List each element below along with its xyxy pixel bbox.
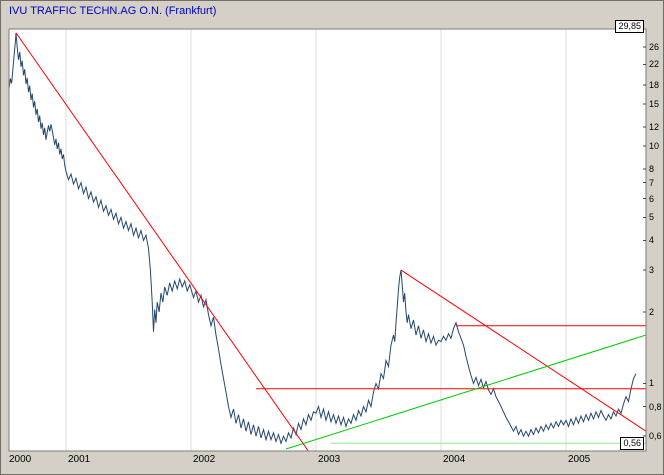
y-axis-label: 0,8 — [649, 402, 662, 412]
uptrend-line — [285, 334, 646, 450]
x-axis-label: 2000 — [9, 454, 32, 465]
chart-title: IVU TRAFFIC TECHN.AG O.N. (Frankfurt) — [9, 5, 217, 17]
y-axis-label: 22 — [649, 59, 660, 69]
x-axis-label: 2001 — [68, 454, 91, 465]
high-price-marker: 29,85 — [615, 20, 644, 33]
x-axis-label: 2002 — [193, 454, 216, 465]
y-axis-label: 2 — [649, 307, 655, 317]
y-axis-label: 4 — [649, 235, 655, 245]
y-axis-label: 7 — [649, 178, 655, 188]
y-axis-label: 26 — [649, 42, 660, 52]
y-axis-label: 1 — [649, 378, 655, 388]
y-axis-label: 10 — [649, 141, 660, 151]
major-downtrend-line — [15, 32, 309, 451]
x-axis-label: 2004 — [443, 454, 466, 465]
y-axis-label: 5 — [649, 212, 655, 222]
price-line — [9, 32, 637, 445]
y-axis-label: 12 — [649, 122, 660, 132]
y-axis-label: 3 — [649, 265, 655, 275]
x-axis-label: 2005 — [568, 454, 591, 465]
y-axis-label: 6 — [649, 194, 655, 204]
y-axis-label: 8 — [649, 164, 655, 174]
y-axis-label: 15 — [649, 99, 660, 109]
y-axis-label: 18 — [649, 80, 660, 90]
y-axis-label: 0,6 — [649, 431, 662, 441]
secondary-downtrend-line — [400, 269, 646, 432]
x-axis-label: 2003 — [318, 454, 341, 465]
low-price-marker: 0,56 — [620, 437, 644, 450]
plot-background — [9, 29, 646, 451]
